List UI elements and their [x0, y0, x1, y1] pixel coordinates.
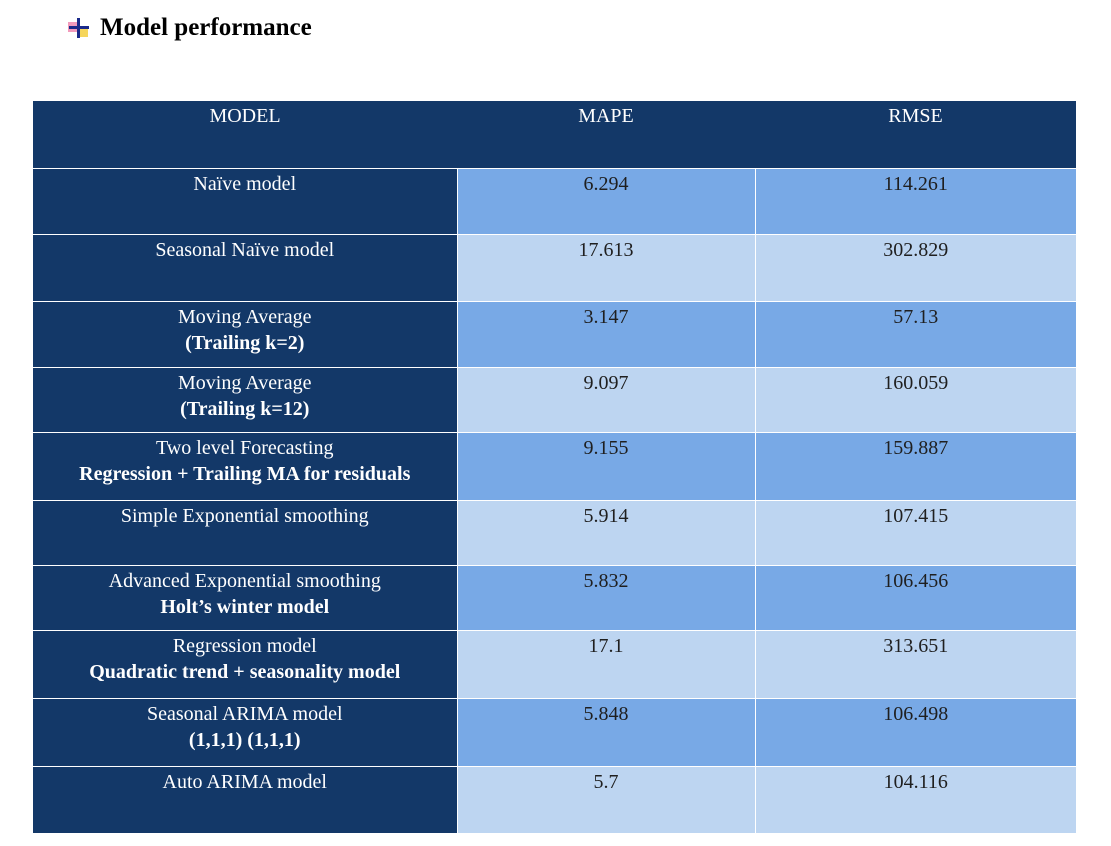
column-header-model: MODEL [33, 101, 457, 168]
rmse-cell: 313.651 [754, 629, 1076, 698]
rmse-cell: 114.261 [754, 167, 1076, 234]
column-header-rmse: RMSE [755, 101, 1076, 168]
model-cell: Seasonal Naïve model [33, 233, 457, 301]
mape-cell: 5.7 [456, 765, 755, 833]
model-name: Regression model [172, 634, 317, 657]
rmse-cell: 159.887 [754, 431, 1076, 500]
table-row: Simple Exponential smoothing 5.914 107.4… [33, 499, 1076, 565]
table-row: Two level Forecasting Regression + Trail… [33, 431, 1076, 500]
mape-cell: 9.097 [456, 366, 755, 432]
section-heading: Model performance [66, 12, 312, 44]
model-cell: Regression model Quadratic trend + seaso… [33, 629, 457, 698]
model-detail: (Trailing k=2) [185, 331, 305, 354]
rmse-cell: 106.456 [754, 564, 1076, 630]
rmse-cell: 302.829 [754, 233, 1076, 301]
model-name: Seasonal ARIMA model [146, 702, 343, 725]
model-name: Auto ARIMA model [162, 770, 327, 793]
model-name: Seasonal Naïve model [155, 238, 335, 261]
table-row: Regression model Quadratic trend + seaso… [33, 629, 1076, 698]
model-cell: Moving Average (Trailing k=2) [33, 300, 457, 367]
model-cell: Simple Exponential smoothing [33, 499, 457, 565]
rmse-cell: 160.059 [754, 366, 1076, 432]
table-row: Naïve model 6.294 114.261 [33, 167, 1076, 234]
mape-cell: 9.155 [456, 431, 755, 500]
table-row: Advanced Exponential smoothing Holt’s wi… [33, 564, 1076, 630]
table-row: Moving Average (Trailing k=2) 3.147 57.1… [33, 300, 1076, 367]
rmse-cell: 107.415 [754, 499, 1076, 565]
mape-cell: 5.832 [456, 564, 755, 630]
model-name: Naïve model [193, 172, 297, 195]
model-cell: Moving Average (Trailing k=12) [33, 366, 457, 432]
model-detail: (1,1,1) (1,1,1) [188, 728, 301, 751]
bullet-plus-icon [66, 15, 92, 41]
mape-cell: 6.294 [456, 167, 755, 234]
model-performance-table: MODEL MAPE RMSE Naïve model 6.294 114.26… [33, 101, 1076, 833]
mape-cell: 17.1 [456, 629, 755, 698]
mape-cell: 5.848 [456, 697, 755, 766]
table-header-row: MODEL MAPE RMSE [33, 101, 1076, 168]
page-title: Model performance [100, 14, 312, 41]
model-name: Simple Exponential smoothing [120, 504, 369, 527]
model-detail: Quadratic trend + seasonality model [89, 660, 401, 683]
column-header-mape: MAPE [457, 101, 755, 168]
table-row: Moving Average (Trailing k=12) 9.097 160… [33, 366, 1076, 432]
rmse-cell: 106.498 [754, 697, 1076, 766]
rmse-cell: 57.13 [754, 300, 1076, 367]
rmse-cell: 104.116 [754, 765, 1076, 833]
table-row: Seasonal Naïve model 17.613 302.829 [33, 233, 1076, 301]
mape-cell: 3.147 [456, 300, 755, 367]
model-detail: Holt’s winter model [160, 595, 330, 618]
model-cell: Naïve model [33, 167, 457, 234]
model-detail: Regression + Trailing MA for residuals [79, 462, 411, 485]
table-row: Auto ARIMA model 5.7 104.116 [33, 765, 1076, 833]
model-name: Advanced Exponential smoothing [108, 569, 381, 592]
model-name: Moving Average [178, 305, 312, 328]
mape-cell: 5.914 [456, 499, 755, 565]
model-cell: Advanced Exponential smoothing Holt’s wi… [33, 564, 457, 630]
model-cell: Two level Forecasting Regression + Trail… [33, 431, 457, 500]
model-detail: (Trailing k=12) [180, 397, 310, 420]
table-row: Seasonal ARIMA model (1,1,1) (1,1,1) 5.8… [33, 697, 1076, 766]
mape-cell: 17.613 [456, 233, 755, 301]
model-cell: Seasonal ARIMA model (1,1,1) (1,1,1) [33, 697, 457, 766]
model-name: Moving Average [178, 371, 312, 394]
model-cell: Auto ARIMA model [33, 765, 457, 833]
model-name: Two level Forecasting [156, 436, 334, 459]
